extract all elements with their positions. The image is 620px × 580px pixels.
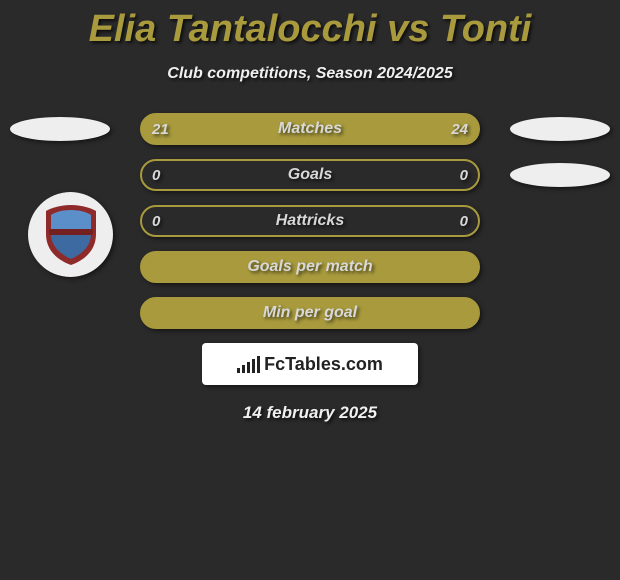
stat-label: Min per goal bbox=[142, 299, 478, 327]
subtitle: Club competitions, Season 2024/2025 bbox=[0, 65, 620, 83]
stat-value-right: 0 bbox=[460, 161, 468, 189]
stat-value-right: 24 bbox=[451, 115, 468, 143]
stat-row: Min per goal bbox=[0, 291, 620, 337]
ellipse-icon bbox=[510, 117, 610, 141]
bars-icon bbox=[237, 355, 260, 373]
fctables-logo: FcTables.com bbox=[202, 343, 418, 385]
date-text: 14 february 2025 bbox=[0, 403, 620, 423]
logo-text: FcTables.com bbox=[264, 354, 383, 375]
stat-value-right: 0 bbox=[460, 207, 468, 235]
stat-row: Matches21 24 bbox=[0, 107, 620, 153]
stat-value-left: 0 bbox=[152, 161, 160, 189]
stat-pill: Hattricks0 0 bbox=[140, 205, 480, 237]
stat-row: Goals0 0 bbox=[0, 153, 620, 199]
stat-pill: Min per goal bbox=[140, 297, 480, 329]
stat-pill: Goals0 0 bbox=[140, 159, 480, 191]
page-title: Elia Tantalocchi vs Tonti bbox=[0, 0, 620, 51]
stat-label: Hattricks bbox=[142, 207, 478, 235]
stat-pill: Matches21 24 bbox=[140, 113, 480, 145]
stat-pill: Goals per match bbox=[140, 251, 480, 283]
shield-icon bbox=[43, 204, 99, 266]
ellipse-icon bbox=[510, 163, 610, 187]
ellipse-icon bbox=[10, 117, 110, 141]
stat-value-left: 21 bbox=[152, 115, 169, 143]
stat-label: Goals bbox=[142, 161, 478, 189]
stat-label: Matches bbox=[142, 115, 478, 143]
stat-value-left: 0 bbox=[152, 207, 160, 235]
stat-label: Goals per match bbox=[142, 253, 478, 281]
team-badge-left bbox=[28, 192, 113, 277]
